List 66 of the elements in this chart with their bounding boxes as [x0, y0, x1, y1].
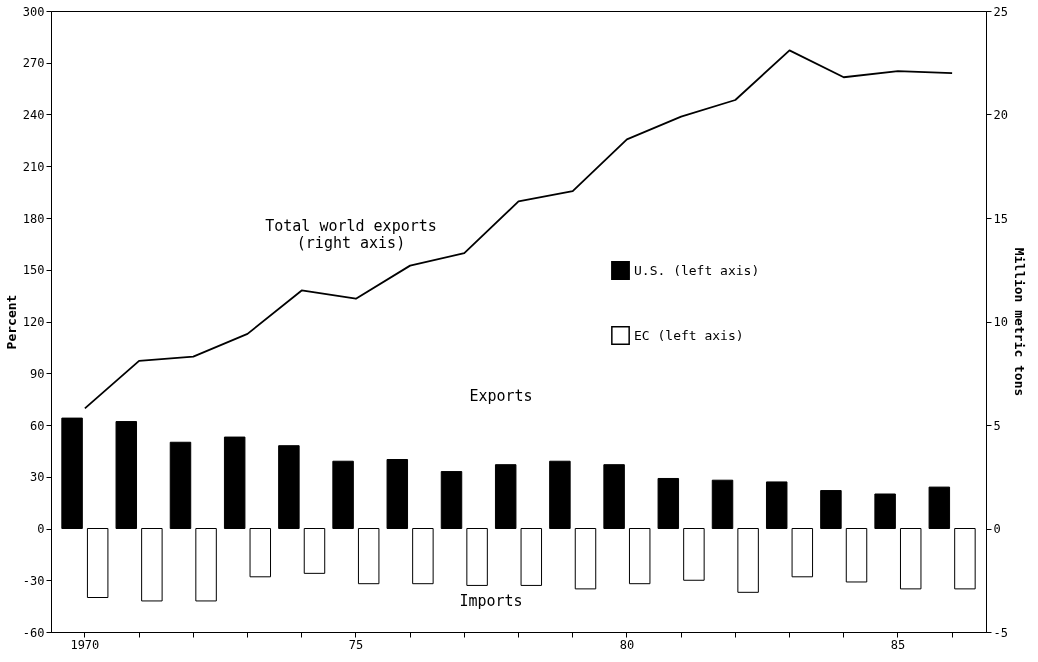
- y-tick-label: 0: [37, 522, 45, 536]
- bar: [141, 528, 163, 602]
- x-tick-label: 1970: [70, 637, 100, 652]
- bar: [249, 528, 272, 578]
- bar: [820, 490, 842, 529]
- y-tick-label: 150: [22, 263, 45, 278]
- bar: [440, 471, 463, 529]
- bar: [357, 528, 380, 585]
- bar: [195, 528, 217, 602]
- bar: [466, 528, 488, 586]
- bar: [520, 528, 543, 586]
- bar: [386, 459, 409, 529]
- bar: [737, 528, 759, 593]
- bar: [657, 477, 680, 529]
- y2-tick-label: 0: [993, 522, 1001, 536]
- x-tick-label: 75: [348, 637, 364, 652]
- y2-tick-label: 5: [993, 418, 1001, 433]
- bar: [332, 460, 354, 529]
- bar: [899, 528, 922, 590]
- y2-tick-label: 15: [993, 211, 1008, 226]
- series-label: Total world exports (right axis): [265, 217, 437, 252]
- y-tick-label: 180: [22, 211, 45, 226]
- bar: [169, 441, 192, 529]
- x-tick-label: 80: [619, 637, 635, 652]
- bar: [874, 493, 896, 529]
- y-tick-label: 240: [22, 108, 45, 122]
- bar: [61, 417, 83, 529]
- line-series: [83, 49, 954, 410]
- bar: [791, 528, 814, 578]
- y-tick-label: 210: [22, 159, 45, 174]
- y-tick-label: 90: [30, 366, 45, 381]
- y-tick-label: -60: [22, 625, 45, 640]
- bar: [845, 528, 868, 583]
- y2-tick-label: 25: [993, 4, 1008, 19]
- y-tick-label: -30: [22, 573, 45, 588]
- bar: [278, 445, 300, 529]
- bar: [115, 421, 138, 529]
- bar: [765, 481, 788, 529]
- y-tick-label: 300: [22, 4, 45, 19]
- y-tick-label: 60: [30, 418, 45, 433]
- y-tick-label: 120: [22, 315, 45, 329]
- legend-label: U.S. (left axis): [634, 262, 760, 278]
- bar: [303, 528, 326, 574]
- y-tick-label: 30: [30, 470, 45, 485]
- bar: [223, 436, 246, 529]
- bar: [494, 464, 517, 529]
- bar: [928, 486, 951, 529]
- bar: [603, 464, 625, 529]
- y-axis-title: Percent: [3, 294, 19, 350]
- y2-tick-label: 10: [993, 315, 1008, 329]
- bar: [628, 528, 651, 585]
- bar: [683, 528, 705, 581]
- bar: [711, 479, 734, 529]
- bar: [412, 528, 434, 585]
- y2-axis-title: Million metric tons: [1011, 247, 1027, 397]
- bar: [954, 528, 976, 590]
- y2-tick-label: -5: [993, 625, 1008, 640]
- bar: [86, 528, 109, 598]
- x-tick-label: 85: [890, 637, 906, 652]
- bar: [574, 528, 597, 590]
- y2-tick-label: 20: [993, 108, 1008, 122]
- legend-label: EC (left axis): [634, 327, 744, 343]
- bar: [549, 460, 571, 529]
- annotation: Imports: [459, 592, 523, 610]
- y-tick-label: 270: [22, 56, 45, 71]
- annotation: Exports: [469, 387, 533, 405]
